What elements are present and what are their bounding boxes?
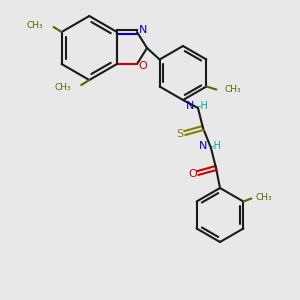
Text: CH₃: CH₃ <box>255 193 272 202</box>
Text: O: O <box>139 61 147 71</box>
Text: CH₃: CH₃ <box>55 82 71 91</box>
Text: N: N <box>139 25 147 35</box>
Text: N: N <box>199 141 207 151</box>
Text: S: S <box>176 129 184 139</box>
Text: O: O <box>189 169 197 179</box>
Text: N: N <box>186 101 194 111</box>
Text: CH₃: CH₃ <box>224 85 241 94</box>
Text: -H: -H <box>198 101 208 111</box>
Text: -H: -H <box>211 141 221 151</box>
Text: CH₃: CH₃ <box>27 20 44 29</box>
